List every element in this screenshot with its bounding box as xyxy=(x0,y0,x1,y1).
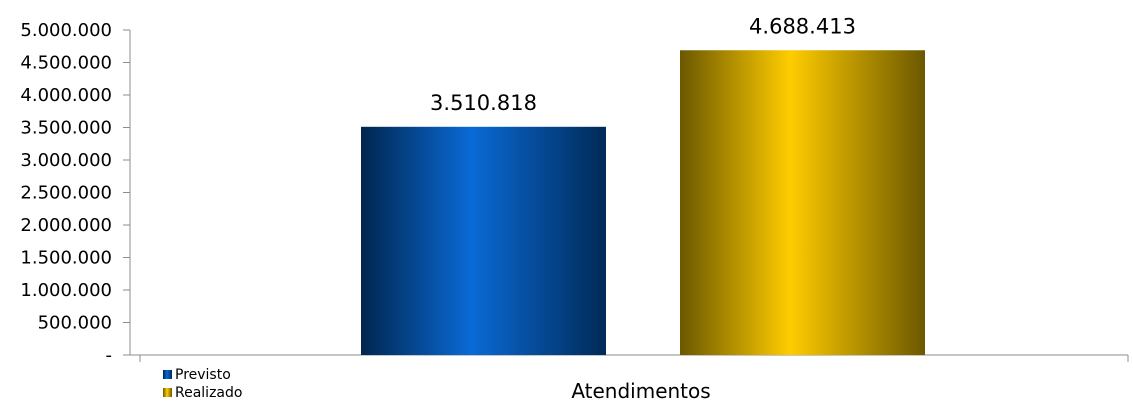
y-tick-label: - xyxy=(106,345,113,366)
y-tick-label: 4.500.000 xyxy=(20,53,112,74)
bar-realizado xyxy=(680,50,925,356)
data-label-previsto: 3.510.818 xyxy=(430,91,537,115)
legend-swatch-previsto xyxy=(163,370,172,379)
y-tick-label: 2.500.000 xyxy=(20,183,112,204)
y-tick-label: 5.000.000 xyxy=(20,20,112,41)
bar-previsto xyxy=(361,126,606,355)
y-tick-label: 3.000.000 xyxy=(20,150,112,171)
bars xyxy=(361,50,925,356)
y-tick-label: 1.000.000 xyxy=(20,280,112,301)
legend-label-previsto: Previsto xyxy=(175,367,231,383)
y-tick-label: 2.000.000 xyxy=(20,215,112,236)
axes: - 500.000 1.000.000 1.500.000 2.000.000 2.500… xyxy=(20,20,1129,403)
x-category-label: Atendimentos xyxy=(571,379,710,403)
legend-swatch-realizado xyxy=(163,388,172,397)
y-tick-label: 3.500.000 xyxy=(20,118,112,139)
y-tick-label: 4.000.000 xyxy=(20,85,112,106)
y-tick-label: 500.000 xyxy=(38,313,112,334)
legend-label-realizado: Realizado xyxy=(175,385,242,401)
data-label-realizado: 4.688.413 xyxy=(749,14,856,38)
legend: Previsto Realizado xyxy=(163,367,242,401)
data-labels: 3.510.818 4.688.413 xyxy=(430,14,856,115)
y-tick-label: 1.500.000 xyxy=(20,248,112,269)
